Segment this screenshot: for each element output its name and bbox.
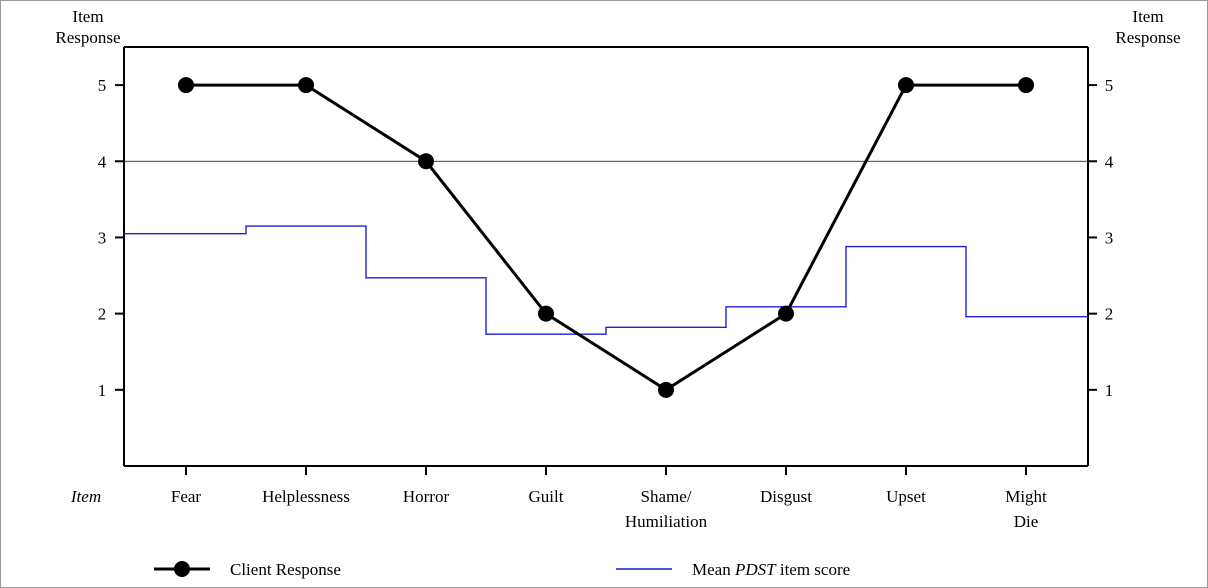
client-response-point xyxy=(778,305,794,322)
legend-client-response-marker xyxy=(174,561,190,577)
y-tick-label-left: 3 xyxy=(98,228,107,247)
client-response-point xyxy=(898,77,914,94)
client-response-point xyxy=(418,153,434,170)
y-tick-label-right: 1 xyxy=(1105,381,1114,400)
y-axis-label-left: Item xyxy=(72,7,103,26)
x-tick-label: Might xyxy=(1005,487,1047,506)
y-tick-label-right: 3 xyxy=(1105,228,1114,247)
y-tick-label-left: 5 xyxy=(98,76,107,95)
y-axis-label-right: Item xyxy=(1132,7,1163,26)
client-response-line xyxy=(186,83,1026,392)
y-tick-label-right: 2 xyxy=(1105,305,1114,324)
legend-mean-pdst-label: Mean PDST item score xyxy=(692,560,850,579)
y-axis-label-right: Response xyxy=(1115,28,1180,47)
x-tick-label: Fear xyxy=(171,487,202,506)
client-response-point xyxy=(538,305,554,322)
x-axis-prefix-label: Item xyxy=(70,487,101,506)
y-tick-label-right: 4 xyxy=(1105,152,1114,171)
y-tick-label-left: 2 xyxy=(98,305,107,324)
x-tick-label: Helplessness xyxy=(262,487,350,506)
y-axis-label-left: Response xyxy=(55,28,120,47)
client-response-point xyxy=(658,381,674,398)
x-tick-label: Guilt xyxy=(529,487,564,506)
x-tick-label: Horror xyxy=(403,487,450,506)
x-tick-label: Upset xyxy=(886,487,926,506)
y-tick-label-right: 5 xyxy=(1105,76,1114,95)
y-tick-label-left: 1 xyxy=(98,381,107,400)
x-tick-label: Humiliation xyxy=(625,512,708,531)
x-tick-label: Shame/ xyxy=(641,487,692,506)
x-tick-label: Die xyxy=(1014,512,1039,531)
client-response-point xyxy=(1018,77,1034,94)
x-tick-label: Disgust xyxy=(760,487,812,506)
y-tick-label-left: 4 xyxy=(98,152,107,171)
legend-client-response-label: Client Response xyxy=(230,560,341,579)
client-response-point xyxy=(178,77,194,94)
client-response-point xyxy=(298,77,314,94)
mean-pdst-step-line xyxy=(124,225,1088,335)
